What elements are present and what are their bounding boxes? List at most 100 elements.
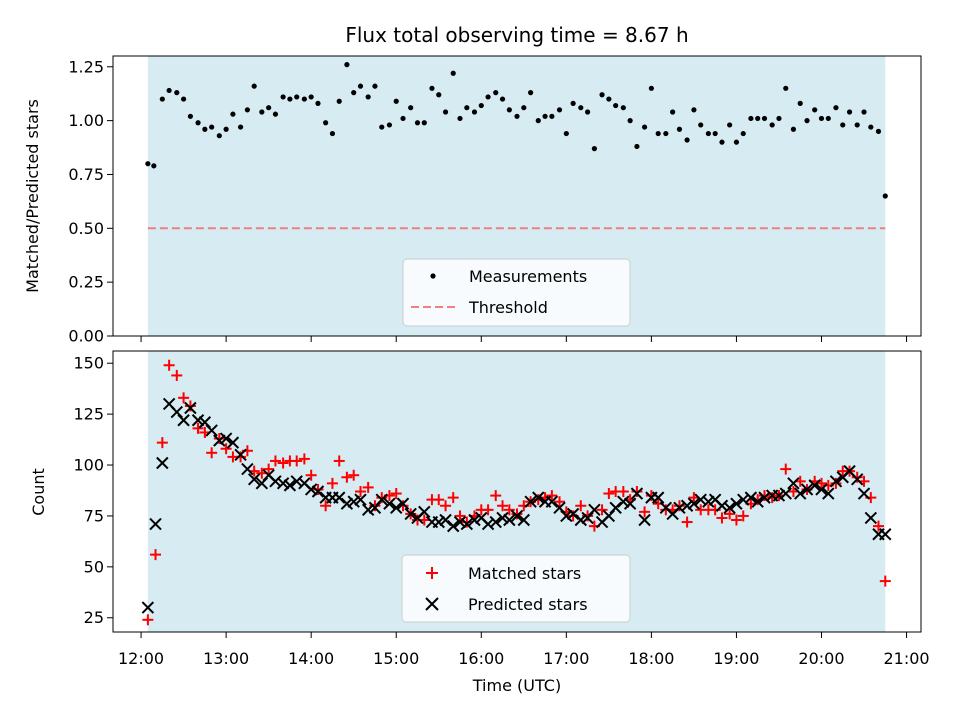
- y-axis-ticks: 25 50 75 100 125 150: [73, 354, 113, 627]
- predicted-star-point: [879, 528, 892, 541]
- measurement-point: [421, 120, 427, 126]
- matched-star-point: [554, 496, 566, 508]
- measurement-point: [613, 102, 619, 109]
- y-tick-label: 0.75: [68, 165, 104, 184]
- predicted-star-point: [715, 499, 729, 512]
- matched-star-point: [617, 486, 629, 497]
- measurement-point: [499, 96, 506, 102]
- x-axis-label: Time (UTC): [472, 676, 561, 695]
- predicted-star-point: [737, 493, 750, 506]
- measurement-point: [542, 113, 548, 119]
- count-panel: 25 50 75 100 125 150 12:00 13:00 14:00 15:00 16:0…: [29, 350, 930, 695]
- measurement-point: [145, 161, 151, 167]
- legend-marker-matched: [426, 567, 438, 579]
- measurement-point: [705, 130, 711, 137]
- matched-star-point: [320, 500, 332, 512]
- measurement-point: [436, 92, 442, 98]
- predicted-star-point: [694, 493, 707, 506]
- measurement-point: [676, 126, 683, 132]
- legend-label-matched: Matched stars: [468, 564, 581, 583]
- measurement-point: [556, 107, 563, 113]
- predicted-star-point: [361, 503, 375, 517]
- measurement-point: [414, 120, 421, 126]
- matched-star-point: [355, 486, 367, 497]
- measurement-point: [301, 96, 307, 102]
- measurement-point: [272, 111, 279, 117]
- measurement-point: [684, 137, 690, 143]
- matched-star-point: [639, 506, 651, 518]
- measurement-point: [400, 115, 406, 122]
- measurement-point: [882, 193, 888, 199]
- predicted-star-point: [177, 414, 190, 427]
- matched-star-point: [333, 455, 345, 467]
- measurement-point: [868, 124, 874, 130]
- predicted-star-point: [234, 448, 247, 462]
- measurement-point: [323, 120, 329, 126]
- measurement-point: [606, 96, 612, 102]
- matched-star-point: [213, 433, 225, 445]
- legend-marker-predicted: [425, 597, 439, 611]
- measurement-point: [506, 107, 512, 113]
- matched-star-point: [277, 457, 289, 469]
- matched-star-point: [220, 443, 232, 455]
- measurement-point: [663, 130, 669, 137]
- matched-star-point: [603, 488, 615, 500]
- predicted-star-point: [404, 507, 417, 521]
- predicted-star-point: [651, 491, 665, 504]
- predicted-star-point: [432, 515, 445, 529]
- matched-star-point: [376, 492, 388, 504]
- matched-star-point: [724, 508, 736, 520]
- measurement-point: [223, 126, 229, 132]
- measurement-point: [599, 92, 605, 98]
- matched-star-point: [879, 575, 891, 587]
- matched-star-point: [341, 471, 353, 483]
- predicted-star-point: [396, 497, 410, 510]
- measurement-point: [712, 130, 718, 137]
- y-axis-ticks: 0.00 0.25 0.50 0.75 1.00 1.25: [68, 57, 113, 346]
- measurement-point: [457, 115, 463, 122]
- matched-star-point: [872, 520, 884, 532]
- measurement-point: [408, 105, 414, 111]
- measurement-point: [578, 105, 584, 111]
- measurement-point: [159, 96, 165, 102]
- measurement-point: [174, 90, 180, 96]
- measurement-point: [209, 124, 215, 130]
- x-axis-ticks: [140, 336, 908, 342]
- measurement-point: [266, 105, 272, 111]
- x-tick-label: 18:00: [628, 649, 674, 668]
- predicted-star-point: [545, 495, 559, 508]
- predicted-star-point: [418, 505, 431, 519]
- predicted-star-point: [205, 424, 218, 437]
- predicted-star-point: [851, 473, 864, 486]
- predicted-star-point: [751, 495, 764, 508]
- measurement-point: [727, 122, 733, 128]
- measurement-point: [620, 105, 626, 111]
- x-tick-label: 19:00: [713, 649, 759, 668]
- y-tick-label: 0.50: [68, 219, 104, 238]
- matched-star-point: [631, 486, 643, 497]
- measurement-point: [357, 83, 364, 89]
- measurement-point: [372, 83, 378, 89]
- measurement-point: [344, 62, 350, 68]
- measurement-point: [818, 115, 825, 122]
- measurement-point: [393, 98, 399, 104]
- x-tick-label: 14:00: [288, 649, 334, 668]
- matched-star-point: [163, 359, 175, 371]
- matched-star-point: [511, 508, 523, 520]
- predicted-star-point: [241, 462, 254, 476]
- y-tick-label: 0.00: [68, 327, 104, 346]
- predicted-star-point: [481, 517, 495, 531]
- y-tick-label: 75: [84, 506, 104, 525]
- predicted-star-point: [687, 497, 701, 510]
- matched-star-point: [454, 510, 466, 522]
- y-axis-label: Count: [29, 468, 48, 516]
- predicted-star-point: [574, 513, 587, 527]
- predicted-star-point: [623, 497, 637, 510]
- x-tick-label: 13:00: [203, 649, 249, 668]
- predicted-star-point: [609, 501, 622, 514]
- matched-star-point: [546, 490, 558, 502]
- predicted-star-point: [453, 515, 467, 529]
- matched-star-point: [433, 494, 445, 506]
- predicted-star-point: [800, 483, 814, 496]
- measurement-points: [145, 62, 888, 199]
